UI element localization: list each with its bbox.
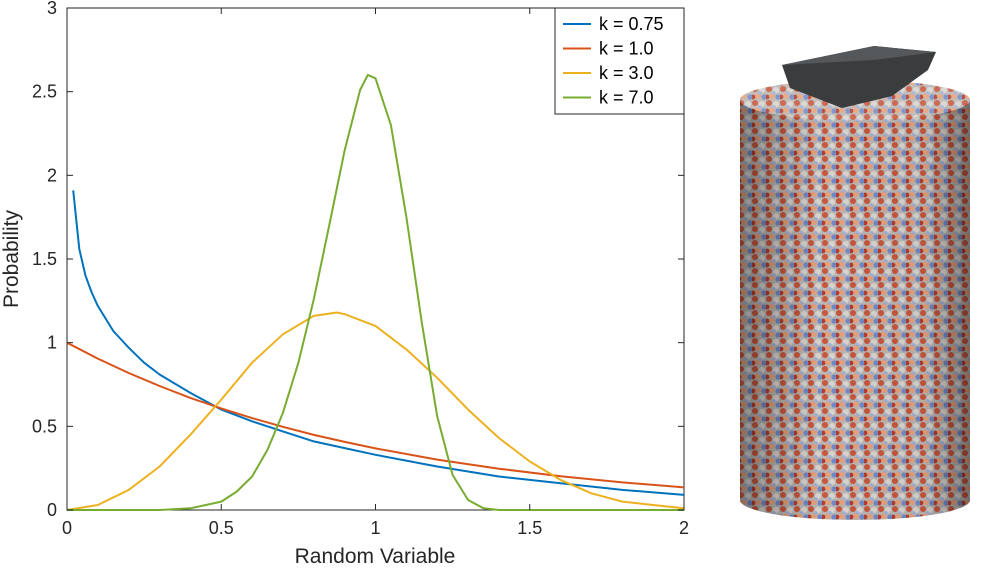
legend-label: k = 0.75 xyxy=(599,14,664,34)
ticks-layer: 0 0.5 1 1.5 2 0 0.5 1 1.5 2 2.5 3 xyxy=(32,0,689,538)
y-tick-label: 1 xyxy=(47,333,57,353)
series-line-1 xyxy=(72,190,685,496)
series-layer xyxy=(66,73,685,511)
y-tick-label: 3 xyxy=(47,0,57,18)
y-tick-label: 2 xyxy=(47,165,57,185)
legend: k = 0.75 k = 1.0 k = 3.0 k = 7.0 xyxy=(554,7,685,115)
legend-label: k = 7.0 xyxy=(599,88,654,108)
series-line-4 xyxy=(67,73,684,511)
y-tick-label: 0 xyxy=(47,500,57,520)
series-line-3 xyxy=(66,311,685,511)
legend-label: k = 3.0 xyxy=(599,63,654,83)
x-tick-label: 1.5 xyxy=(517,518,542,538)
legend-box xyxy=(554,7,685,115)
x-tick-label: 0.5 xyxy=(209,518,234,538)
y-axis-label: Probability xyxy=(0,209,23,308)
x-axis-label: Random Variable xyxy=(295,545,456,568)
x-tick-label: 1 xyxy=(370,518,380,538)
chart: 0 0.5 1 1.5 2 0 0.5 1 1.5 2 2.5 3 Random Variable P… xyxy=(0,0,689,568)
x-tick-label: 0 xyxy=(62,518,72,538)
legend-label: k = 1.0 xyxy=(599,39,654,59)
y-tick-label: 1.5 xyxy=(32,249,57,269)
series-line-2 xyxy=(66,341,685,489)
x-tick-label: 2 xyxy=(679,518,689,538)
y-tick-label: 2.5 xyxy=(32,82,57,102)
y-tick-label: 0.5 xyxy=(32,416,57,436)
cylinder-particle-packing-icon xyxy=(740,46,970,520)
